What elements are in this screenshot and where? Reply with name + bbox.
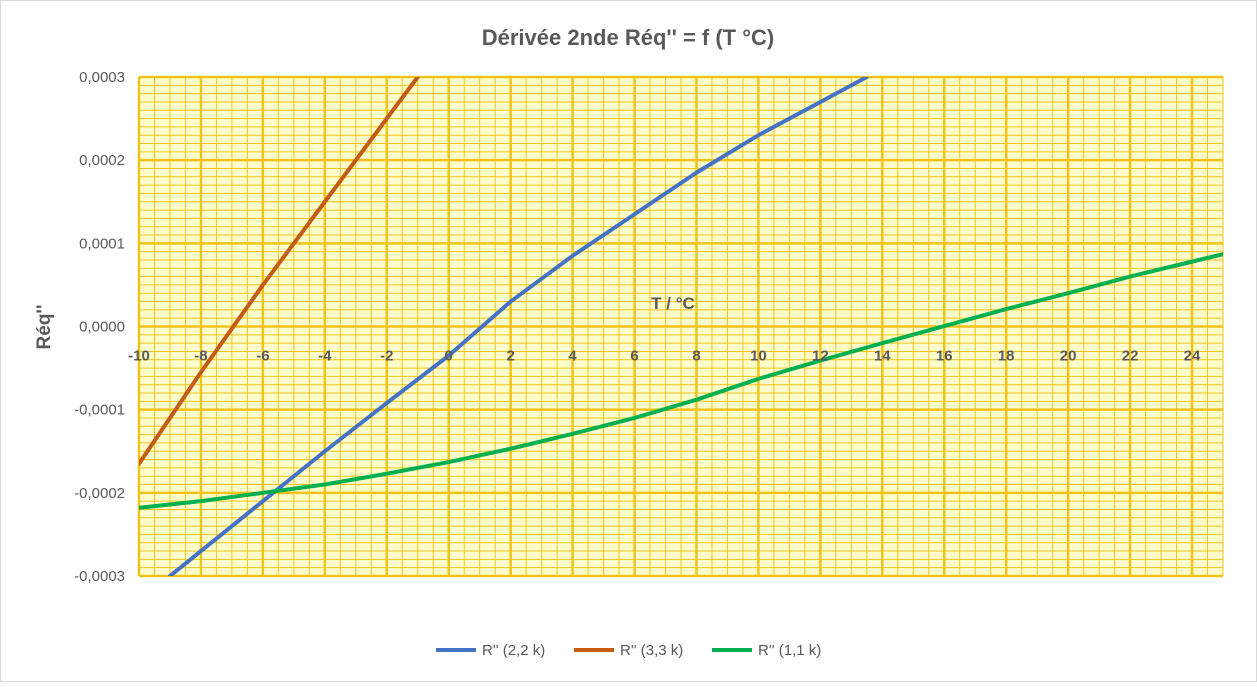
x-tick-label: 10	[750, 348, 767, 365]
series-line-2	[139, 77, 420, 466]
x-tick-label: -6	[256, 348, 269, 365]
x-tick-label: 22	[1122, 348, 1139, 365]
y-axis-label: Réq''	[34, 305, 55, 350]
y-axis-tick-labels: -0,0003 -0,0002 -0,0001 0,0000 0,0001 0,0002 0…	[74, 69, 125, 585]
x-tick-label: 24	[1184, 348, 1201, 365]
x-tick-label: 4	[568, 348, 577, 365]
y-tick-label: -0,0003	[74, 568, 125, 585]
y-tick-label: 0,0002	[79, 152, 125, 169]
x-tick-label: 2	[506, 348, 514, 365]
chart-title: Dérivée 2nde Réq'' = f (T °C)	[482, 25, 775, 50]
x-tick-label: 6	[630, 348, 638, 365]
major-gridlines	[137, 75, 1223, 578]
legend-label-3: R'' (1,1 k)	[758, 642, 821, 659]
series-line-1	[167, 77, 869, 576]
x-tick-label: 14	[874, 348, 891, 365]
x-axis-tick-labels: -10 -8 -6 -4 -2 0 2 4 6 8 10 12 14 16 18 20 22 24	[128, 348, 1201, 365]
x-tick-label: 16	[936, 348, 953, 365]
x-tick-label: -8	[194, 348, 207, 365]
y-tick-label: -0,0001	[74, 402, 125, 419]
legend: R'' (2,2 k) R'' (3,3 k) R'' (1,1 k)	[436, 642, 821, 659]
y-tick-label: 0,0000	[79, 319, 125, 336]
x-tick-label: 20	[1060, 348, 1077, 365]
legend-label-1: R'' (2,2 k)	[482, 642, 545, 659]
x-tick-label: -4	[318, 348, 332, 365]
x-tick-label: 18	[998, 348, 1015, 365]
y-tick-label: -0,0002	[74, 485, 125, 502]
y-tick-label: 0,0003	[79, 69, 125, 86]
x-tick-label: 8	[692, 348, 700, 365]
x-axis-label: T / °C	[651, 294, 695, 313]
legend-label-2: R'' (3,3 k)	[620, 642, 683, 659]
series-layer	[139, 77, 1223, 576]
x-tick-label: 12	[812, 348, 829, 365]
x-tick-label: 0	[445, 348, 453, 365]
y-tick-label: 0,0001	[79, 235, 125, 252]
x-tick-label: -2	[380, 348, 393, 365]
x-tick-label: -10	[128, 348, 150, 365]
series-line-3	[139, 252, 1223, 510]
